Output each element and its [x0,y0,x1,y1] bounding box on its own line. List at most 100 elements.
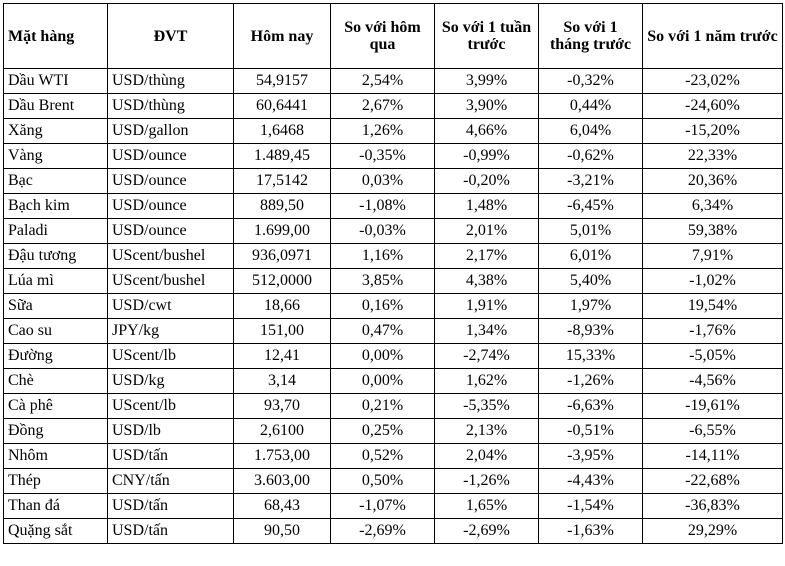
cell-vs-month: -1,63% [538,518,643,544]
cell-today: 60,6441 [233,93,331,119]
cell-today: 1.489,45 [233,143,331,169]
cell-vs-week: 3,99% [434,68,539,94]
cell-vs-week: 3,90% [434,93,539,119]
cell-vs-month: -0,32% [538,68,643,94]
cell-today: 1,6468 [233,118,331,144]
cell-commodity: Lúa mì [3,268,108,294]
cell-vs-month: 1,97% [538,293,643,319]
cell-unit: USD/ounce [107,218,234,244]
cell-vs-month: -3,95% [538,443,643,469]
cell-today: 68,43 [233,493,331,519]
cell-vs-yesterday: 2,54% [330,68,435,94]
cell-unit: CNY/tấn [107,468,234,494]
cell-today: 17,5142 [233,168,331,194]
table-row: Quặng sắt USD/tấn 90,50 -2,69% -2,69% -1,63% 2… [3,518,783,544]
cell-unit: USD/tấn [107,518,234,544]
table-body: Dầu WTI USD/thùng 54,9157 2,54% 3,99% -0,32% -… [3,68,783,544]
cell-today: 90,50 [233,518,331,544]
cell-commodity: Quặng sắt [3,518,108,544]
cell-vs-yesterday: -0,35% [330,143,435,169]
cell-vs-month: 5,40% [538,268,643,294]
cell-vs-yesterday: -2,69% [330,518,435,544]
cell-commodity: Cao su [3,318,108,344]
cell-vs-year: -36,83% [642,493,783,519]
cell-vs-week: -0,20% [434,168,539,194]
cell-unit: USD/cwt [107,293,234,319]
cell-unit: USD/ounce [107,143,234,169]
cell-vs-year: -22,68% [642,468,783,494]
cell-vs-week: 1,65% [434,493,539,519]
cell-commodity: Đậu tương [3,243,108,269]
cell-vs-yesterday: 0,52% [330,443,435,469]
table-row: Cà phê UScent/lb 93,70 0,21% -5,35% -6,63% -19… [3,393,783,419]
cell-vs-year: -19,61% [642,393,783,419]
cell-vs-month: 0,44% [538,93,643,119]
cell-vs-week: 1,91% [434,293,539,319]
header-commodity: Mặt hàng [3,3,108,69]
cell-today: 1.699,00 [233,218,331,244]
cell-vs-yesterday: 0,25% [330,418,435,444]
cell-vs-week: -1,26% [434,468,539,494]
cell-vs-yesterday: 0,47% [330,318,435,344]
cell-vs-month: 5,01% [538,218,643,244]
cell-vs-yesterday: 0,16% [330,293,435,319]
cell-vs-yesterday: 0,00% [330,343,435,369]
cell-vs-month: -3,21% [538,168,643,194]
header-row: Mặt hàng ĐVT Hôm nay So với hôm qua So v… [3,3,783,69]
cell-unit: UScent/bushel [107,243,234,269]
cell-today: 54,9157 [233,68,331,94]
table-row: Dầu Brent USD/thùng 60,6441 2,67% 3,90% 0,44%… [3,93,783,119]
cell-commodity: Bạch kim [3,193,108,219]
cell-vs-yesterday: 1,16% [330,243,435,269]
table-row: Vàng USD/ounce 1.489,45 -0,35% -0,99% -0,62% 2… [3,143,783,169]
header-vs-year: So với 1 năm trước [642,3,783,69]
table-row: Cao su JPY/kg 151,00 0,47% 1,34% -8,93% -1,76% [3,318,783,344]
header-vs-week: So với 1 tuần trước [434,3,539,69]
cell-commodity: Than đá [3,493,108,519]
table-row: Đường UScent/lb 12,41 0,00% -2,74% 15,33% -5,0… [3,343,783,369]
cell-commodity: Dầu WTI [3,68,108,94]
cell-unit: JPY/kg [107,318,234,344]
cell-vs-yesterday: 1,26% [330,118,435,144]
cell-commodity: Đường [3,343,108,369]
cell-vs-year: 20,36% [642,168,783,194]
cell-unit: UScent/bushel [107,268,234,294]
cell-vs-month: -1,54% [538,493,643,519]
cell-commodity: Chè [3,368,108,394]
cell-today: 93,70 [233,393,331,419]
cell-vs-yesterday: 3,85% [330,268,435,294]
cell-vs-week: 1,48% [434,193,539,219]
cell-unit: USD/ounce [107,193,234,219]
cell-unit: USD/ounce [107,168,234,194]
cell-commodity: Paladi [3,218,108,244]
cell-vs-week: 1,62% [434,368,539,394]
cell-vs-month: 6,04% [538,118,643,144]
cell-commodity: Nhôm [3,443,108,469]
cell-vs-month: -1,26% [538,368,643,394]
cell-vs-yesterday: -1,07% [330,493,435,519]
cell-today: 3.603,00 [233,468,331,494]
cell-today: 936,0971 [233,243,331,269]
cell-vs-year: -14,11% [642,443,783,469]
cell-unit: USD/tấn [107,493,234,519]
cell-vs-week: -0,99% [434,143,539,169]
cell-commodity: Đồng [3,418,108,444]
cell-vs-yesterday: 2,67% [330,93,435,119]
cell-vs-yesterday: 0,00% [330,368,435,394]
cell-vs-year: -5,05% [642,343,783,369]
cell-unit: USD/tấn [107,443,234,469]
cell-vs-week: 2,17% [434,243,539,269]
cell-today: 151,00 [233,318,331,344]
cell-today: 889,50 [233,193,331,219]
cell-unit: USD/lb [107,418,234,444]
cell-vs-month: -6,45% [538,193,643,219]
table-row: Đồng USD/lb 2,6100 0,25% 2,13% -0,51% -6,55% [3,418,783,444]
cell-vs-yesterday: -1,08% [330,193,435,219]
cell-vs-week: 2,13% [434,418,539,444]
table-row: Bạch kim USD/ounce 889,50 -1,08% 1,48% -6,45%… [3,193,783,219]
table-row: Đậu tương UScent/bushel 936,0971 1,16% 2,17%… [3,243,783,269]
table-row: Thép CNY/tấn 3.603,00 0,50% -1,26% -4,43% -22,… [3,468,783,494]
table-row: Xăng USD/gallon 1,6468 1,26% 4,66% 6,04% -15,2… [3,118,783,144]
cell-commodity: Sữa [3,293,108,319]
cell-commodity: Dầu Brent [3,93,108,119]
